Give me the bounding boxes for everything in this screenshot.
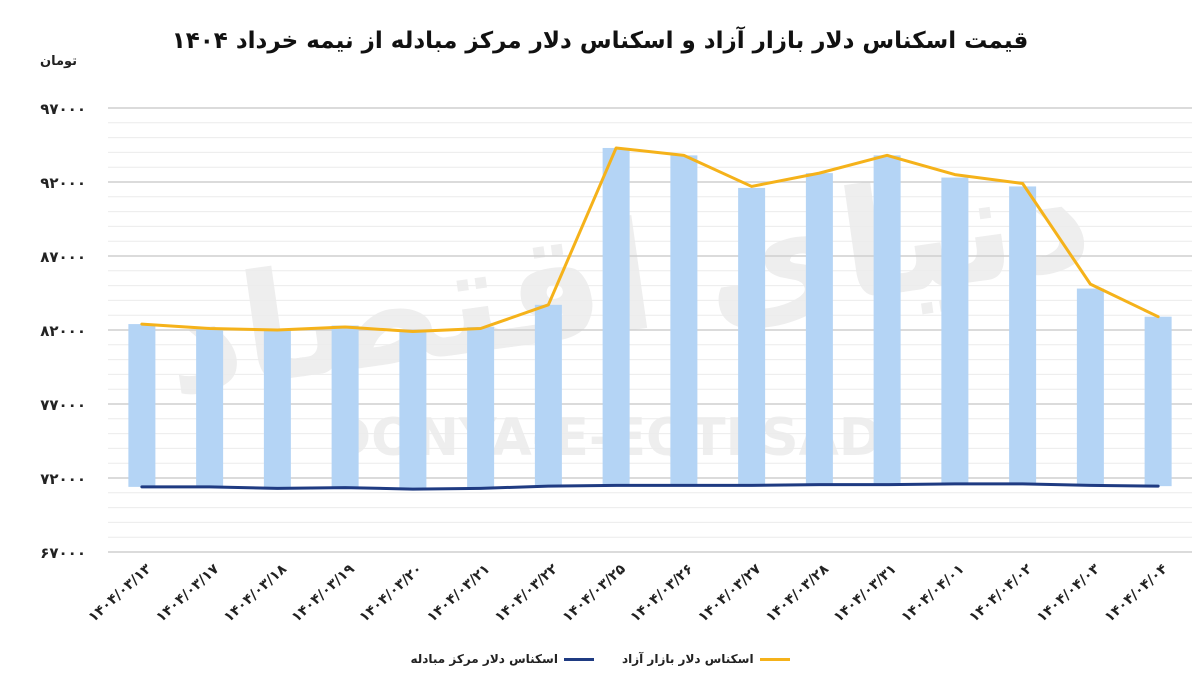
- bar-6: [534, 304, 562, 487]
- bar-7: [602, 147, 630, 486]
- x-tick-label: ۱۴۰۴/۰۳/۲۸: [763, 561, 832, 626]
- y-tick-label: ۹۷۰۰۰: [40, 100, 86, 118]
- y-tick-label: ۸۲۰۰۰: [40, 322, 86, 340]
- bar-15: [1144, 316, 1172, 487]
- x-tick-label: ۱۴۰۴/۰۳/۲۵: [560, 561, 629, 626]
- x-tick-label: ۱۴۰۴/۰۴/۰۴: [1102, 561, 1171, 626]
- bars: [128, 147, 1172, 490]
- legend-label-exchange-center: اسکناس دلار مرکز مبادله: [410, 652, 558, 666]
- y-axis-unit: تومان: [40, 54, 78, 69]
- legend-item-exchange-center: اسکناس دلار مرکز مبادله: [410, 652, 594, 666]
- y-tick-label: ۷۲۰۰۰: [40, 470, 86, 488]
- y-tick-label: ۷۷۰۰۰: [40, 396, 86, 414]
- lines: [140, 146, 1160, 491]
- bar-4: [399, 331, 427, 490]
- bar-14: [1076, 288, 1104, 486]
- bar-3: [331, 325, 359, 488]
- x-tick-label: ۱۴۰۴/۰۳/۱۷: [153, 561, 222, 626]
- legend-label-free-market: اسکناس دلار بازار آزاد: [621, 652, 754, 666]
- y-tick-label: ۸۷۰۰۰: [40, 248, 86, 266]
- x-tick-label: ۱۴۰۴/۰۳/۳۱: [831, 561, 900, 625]
- x-tick-label: ۱۴۰۴/۰۴/۰۱: [898, 561, 967, 625]
- legend: اسکناس دلار بازار آزاد اسکناس دلار مرکز …: [0, 652, 1200, 666]
- bar-2: [263, 330, 291, 489]
- legend-item-free-market: اسکناس دلار بازار آزاد: [622, 652, 790, 666]
- legend-swatch-exchange-center: [563, 657, 594, 661]
- x-tick-label: ۱۴۰۴/۰۳/۱۳: [85, 561, 154, 626]
- x-tick-label: ۱۴۰۴/۰۴/۰۲: [966, 561, 1035, 626]
- x-tick-label: ۱۴۰۴/۰۴/۰۳: [1034, 561, 1103, 626]
- bar-13: [1009, 186, 1037, 484]
- bar-0: [128, 324, 156, 487]
- y-axis: ۶۷۰۰۰ ۷۲۰۰۰ ۷۷۰۰۰ ۸۲۰۰۰ ۸۷۰۰۰ ۹۲۰۰۰ ۹۷۰۰۰: [40, 100, 86, 562]
- x-tick-label: ۱۴۰۴/۰۳/۲۰: [356, 561, 425, 625]
- x-tick-label: ۱۴۰۴/۰۳/۱۹: [289, 561, 358, 626]
- bar-9: [738, 187, 766, 486]
- chart-title: قیمت اسکناس دلار بازار آزاد و اسکناس دلا…: [171, 28, 1029, 54]
- y-tick-label: ۶۷۰۰۰: [40, 544, 86, 562]
- bar-8: [670, 155, 698, 486]
- x-tick-label: ۱۴۰۴/۰۳/۱۸: [221, 561, 290, 626]
- x-tick-label: ۱۴۰۴/۰۳/۲۱: [424, 561, 493, 625]
- x-tick-label: ۱۴۰۴/۰۳/۲۶: [627, 561, 696, 625]
- legend-swatch-free-market: [759, 657, 790, 661]
- x-axis: ۱۴۰۴/۰۳/۱۳۱۴۰۴/۰۳/۱۷۱۴۰۴/۰۳/۱۸۱۴۰۴/۰۳/۱۹…: [85, 561, 1171, 626]
- bar-12: [941, 177, 969, 484]
- bar-10: [805, 173, 833, 485]
- x-tick-label: ۱۴۰۴/۰۳/۲۷: [695, 561, 764, 626]
- line-exchange-center: [140, 482, 1160, 491]
- bar-1: [196, 328, 224, 487]
- line-free-market: [140, 146, 1160, 333]
- y-tick-label: ۹۲۰۰۰: [40, 174, 86, 192]
- bar-11: [873, 155, 901, 485]
- x-tick-label: ۱۴۰۴/۰۳/۲۲: [492, 561, 561, 626]
- bar-5: [467, 327, 495, 489]
